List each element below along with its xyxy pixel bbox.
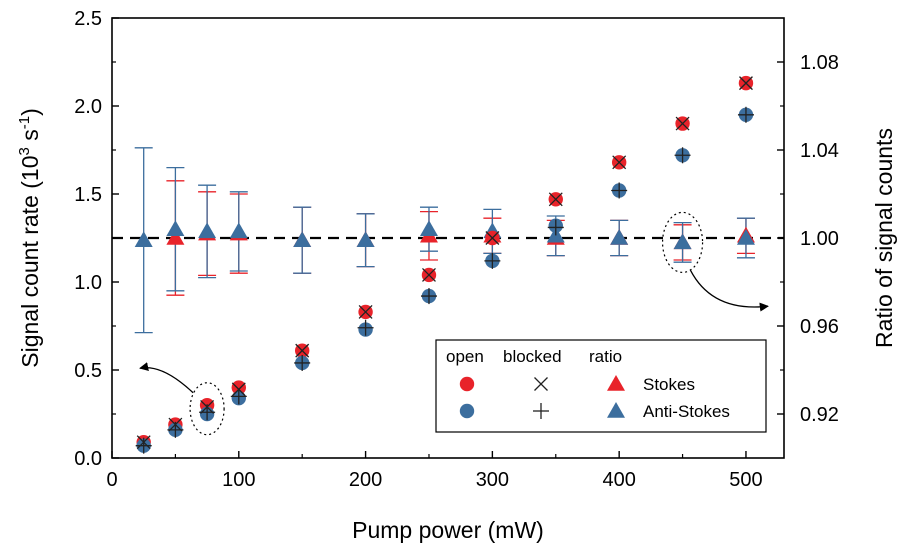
blocked-point xyxy=(199,404,216,421)
blocked-point xyxy=(422,268,436,282)
ratio-point xyxy=(166,220,185,236)
y-right-axis-title: Ratio of signal counts xyxy=(871,128,897,348)
y-left-tick-label: 0.0 xyxy=(74,448,102,470)
blocked-point xyxy=(357,319,374,336)
y-right-tick-label: 1.08 xyxy=(800,52,839,74)
annotation-arrow xyxy=(139,362,194,394)
y-left-tick-label: 2.0 xyxy=(74,96,102,118)
ratio-point xyxy=(134,231,153,247)
annotation-layer xyxy=(139,211,769,436)
cross-stroke xyxy=(675,116,690,131)
cross-stroke xyxy=(612,155,627,170)
y-right-tick-label: 0.96 xyxy=(800,316,839,338)
legend-label-anti-stokes: Anti-Stokes xyxy=(643,402,730,421)
blocked-point xyxy=(611,182,628,199)
y-left-tick-label: 1.5 xyxy=(74,184,102,206)
cross-stroke xyxy=(485,231,500,245)
ratio-point xyxy=(198,222,217,239)
blocked-point xyxy=(547,219,564,236)
legend-header-ratio: ratio xyxy=(589,347,622,366)
ratio-point xyxy=(610,229,629,245)
blocked-point xyxy=(485,231,500,245)
x-tick-label: 200 xyxy=(349,469,382,491)
ratio-point xyxy=(166,229,185,245)
ratio-point xyxy=(229,222,248,239)
ratio-point xyxy=(356,231,375,247)
y-left-tick-label: 1.0 xyxy=(74,272,102,294)
blocked-point xyxy=(548,192,563,207)
ratio-point xyxy=(736,229,755,245)
blocked-point xyxy=(358,304,373,319)
blocked-point xyxy=(167,421,184,438)
x-axis-title: Pump power (mW) xyxy=(352,517,544,543)
legend-blocked-symbol xyxy=(533,403,549,419)
data-layer xyxy=(134,75,755,454)
legend-ratio-symbol xyxy=(607,375,625,391)
y-left-axis-title: Signal count rate (103 s-1) xyxy=(16,108,43,368)
legend: open blocked ratio Stokes Anti-Stokes xyxy=(435,339,767,433)
ratio-point xyxy=(673,233,692,250)
blocked-point xyxy=(484,252,501,269)
legend-blocked-symbol xyxy=(534,377,548,391)
blocked-point xyxy=(230,388,247,405)
cross-stroke xyxy=(548,192,563,207)
annotation-arrow xyxy=(689,270,769,312)
blocked-point xyxy=(295,343,310,358)
x-tick-label: 500 xyxy=(729,469,762,491)
cross-stroke xyxy=(739,76,753,91)
y-right-tick-label: 0.92 xyxy=(800,404,839,426)
legend-open-symbol xyxy=(459,376,475,392)
cross-stroke xyxy=(534,377,548,391)
annotation-ellipse xyxy=(661,211,704,273)
y-right-tick-label: 1.00 xyxy=(800,228,839,250)
blocked-point xyxy=(739,76,753,91)
blocked-point xyxy=(675,116,690,131)
cross-stroke xyxy=(295,343,310,358)
legend-symbols xyxy=(459,375,625,419)
ratio-point xyxy=(293,231,312,247)
blocked-point xyxy=(135,437,152,454)
legend-open-symbol xyxy=(459,403,475,419)
y-right-tick-label: 1.04 xyxy=(800,140,839,162)
legend-header-open: open xyxy=(446,347,484,366)
annotation-ellipse xyxy=(189,382,225,436)
blocked-point xyxy=(420,288,437,305)
y-left-tick-label: 2.5 xyxy=(74,8,102,30)
ratio-point xyxy=(419,220,438,236)
blocked-point xyxy=(612,155,627,170)
y-left-tick-label: 0.5 xyxy=(74,360,102,382)
legend-ratio-symbol xyxy=(607,402,625,418)
x-tick-label: 400 xyxy=(602,469,635,491)
legend-box xyxy=(435,339,767,433)
x-tick-label: 100 xyxy=(222,469,255,491)
axes-layer: 0 100 200 300 400 500 0.0 0.5 1.0 1.5 2.0 2.5 0.92 0.… xyxy=(74,8,839,491)
x-tick-label: 0 xyxy=(106,469,117,491)
cross-stroke xyxy=(358,304,373,319)
open-point xyxy=(231,380,246,395)
cross-stroke xyxy=(422,268,436,282)
blocked-point xyxy=(674,147,691,164)
legend-label-stokes: Stokes xyxy=(643,375,695,394)
blocked-point xyxy=(737,106,754,123)
legend-header-blocked: blocked xyxy=(503,347,562,366)
blocked-point xyxy=(294,354,311,371)
x-tick-label: 300 xyxy=(476,469,509,491)
